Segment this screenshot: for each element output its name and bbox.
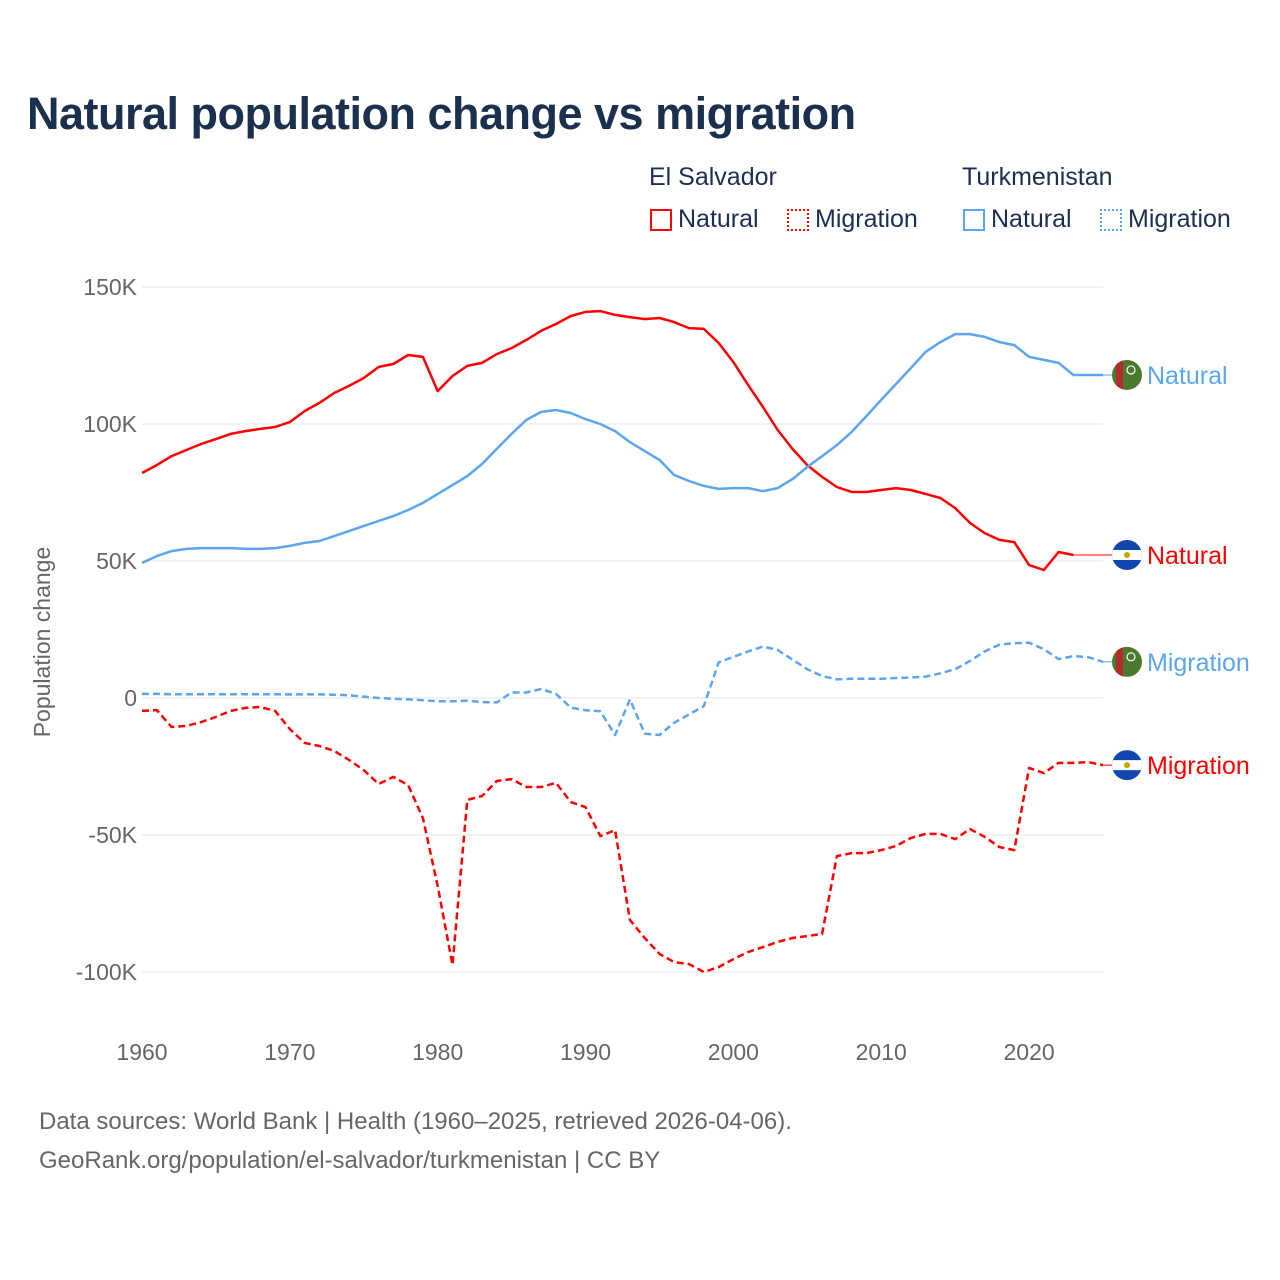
turkmenistan-flag-icon xyxy=(1112,646,1142,677)
end-label: Migration xyxy=(1147,649,1250,677)
x-tick-label: 2010 xyxy=(856,1039,907,1065)
legend-turkmenistan-migration[interactable]: Migration xyxy=(1100,205,1231,234)
legend-label: Natural xyxy=(678,205,759,233)
legend-label: Migration xyxy=(1128,205,1231,233)
footer-link[interactable]: GeoRank.org/population/el-salvador/turkm… xyxy=(39,1147,661,1174)
x-tick-label: 1960 xyxy=(116,1039,167,1065)
legend-group-el-salvador: El Salvador xyxy=(649,163,777,191)
y-tick-label: 50K xyxy=(96,548,138,574)
end-label: Natural xyxy=(1147,542,1228,570)
y-tick-label: 0 xyxy=(124,685,137,711)
series-line-el-salvador-natural[interactable] xyxy=(141,309,1074,572)
turkmenistan-flag-icon xyxy=(1112,359,1142,390)
legend-el-salvador-migration[interactable]: Migration xyxy=(787,205,918,234)
chart-title: Natural population change vs migration xyxy=(27,88,856,139)
x-tick-label: 1990 xyxy=(560,1039,611,1065)
end-label: Migration xyxy=(1147,752,1250,780)
x-tick-label: 1970 xyxy=(264,1039,315,1065)
x-tick-label: 2000 xyxy=(708,1039,759,1065)
legend-el-salvador-natural[interactable]: Natural xyxy=(650,205,759,234)
y-tick-label: 150K xyxy=(83,274,137,300)
y-axis-label: Population change xyxy=(29,547,55,738)
series-line-turkmenistan-migration[interactable] xyxy=(142,641,1104,737)
el-salvador-flag-icon xyxy=(1112,750,1142,781)
legend-label: Natural xyxy=(991,205,1072,233)
legend-group-turkmenistan: Turkmenistan xyxy=(962,163,1113,191)
y-tick-label: -50K xyxy=(88,822,137,848)
end-label: Natural xyxy=(1147,362,1228,390)
y-tick-label: -100K xyxy=(76,959,138,985)
series-line-el-salvador-migration[interactable] xyxy=(141,705,1104,974)
el-salvador-flag-icon xyxy=(1112,539,1142,570)
y-tick-label: 100K xyxy=(83,411,137,437)
legend-swatch-solid-icon xyxy=(963,208,985,231)
legend-swatch-dotted-icon xyxy=(787,208,809,231)
x-tick-label: 2020 xyxy=(1003,1039,1054,1065)
footer-sources: Data sources: World Bank | Health (1960–… xyxy=(39,1108,792,1135)
series-line-turkmenistan-natural[interactable] xyxy=(141,332,1103,565)
legend-turkmenistan-natural[interactable]: Natural xyxy=(963,205,1072,234)
legend-swatch-solid-icon xyxy=(650,208,672,231)
legend-swatch-dotted-icon xyxy=(1100,208,1122,231)
legend-label: Migration xyxy=(815,205,918,233)
x-tick-label: 1980 xyxy=(412,1039,463,1065)
